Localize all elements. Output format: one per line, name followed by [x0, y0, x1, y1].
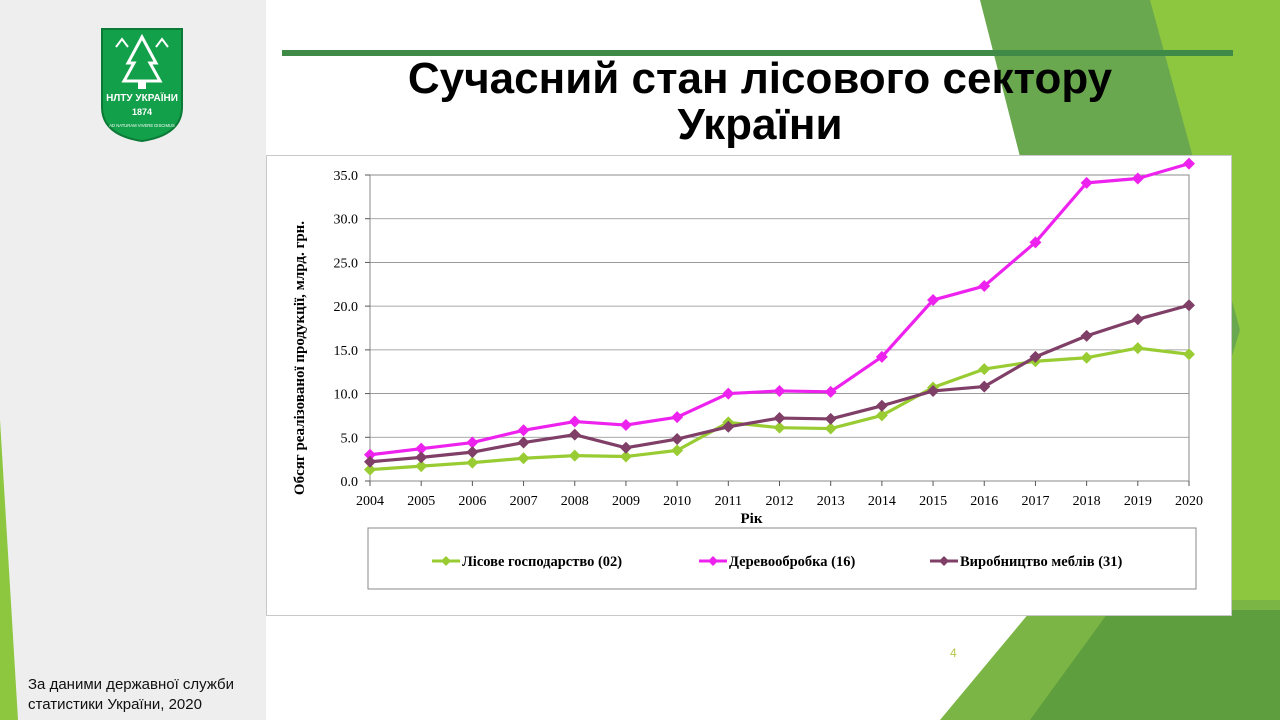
data-point: [1080, 176, 1093, 189]
data-point: [824, 412, 837, 425]
x-tick-label: 2013: [817, 494, 845, 509]
data-point: [1183, 348, 1195, 361]
logo-motto: AD NATURAM VIVERE DISCIMUS: [109, 123, 175, 128]
x-tick-label: 2012: [766, 494, 794, 509]
x-tick-label: 2009: [612, 494, 640, 509]
plot-area: [369, 174, 1190, 482]
data-point: [927, 384, 940, 397]
logo-text: НЛТУ УКРАЇНИ: [106, 91, 178, 104]
data-point: [978, 280, 991, 293]
data-point: [364, 463, 376, 476]
data-point: [671, 433, 684, 446]
data-point: [415, 460, 428, 473]
x-tick-label: 2007: [510, 494, 538, 509]
y-tick-label: 20.0: [334, 300, 359, 315]
data-point: [927, 294, 940, 307]
legend-box: [367, 527, 1197, 590]
x-tick-label: 2020: [1175, 494, 1203, 509]
legend-swatch-marker: [441, 556, 451, 566]
bg-shape-light-green: [1120, 0, 1280, 720]
y-tick-label: 15.0: [334, 344, 359, 359]
data-point: [619, 450, 632, 463]
university-logo: НЛТУ УКРАЇНИ 1874 AD NATURAM VIVERE DISC…: [101, 28, 183, 143]
data-point: [517, 452, 530, 465]
data-point: [364, 455, 376, 468]
data-point: [824, 385, 837, 398]
data-point: [1029, 236, 1042, 249]
left-panel-accent: [0, 420, 18, 720]
bg-shape-bottom-dark: [1030, 610, 1280, 720]
data-point: [773, 421, 786, 434]
x-tick-label: 2019: [1124, 494, 1152, 509]
y-axis-label: Обсяг реалізованої продукції, млрд. грн.: [292, 221, 308, 495]
data-point: [875, 399, 888, 412]
data-point: [773, 384, 786, 397]
data-point: [1029, 350, 1042, 363]
data-point: [722, 387, 735, 400]
x-tick-label: 2008: [561, 494, 589, 509]
slide-number: 4: [950, 646, 957, 660]
y-tick-label: 30.0: [334, 213, 359, 228]
line-chart: 0.0 5.0 10.0 15.0 20.0 25.0 30.0 35.0 2004 2005 20…: [292, 157, 1203, 590]
page-title: Сучасний стан лісового сектору України: [407, 54, 1113, 149]
data-point: [1131, 342, 1144, 355]
legend-label: Лісове господарство (02): [462, 554, 622, 570]
data-point: [1131, 313, 1144, 326]
data-point: [722, 420, 735, 433]
data-point: [875, 350, 888, 363]
data-point: [1131, 172, 1144, 185]
legend-label: Деревообробка (16): [729, 554, 855, 570]
data-point: [517, 424, 530, 437]
source-note: За даними державної служби статистики Ук…: [28, 676, 235, 713]
x-tick-label: 2015: [919, 494, 947, 509]
legend-label: Виробництво меблів (31): [960, 554, 1123, 570]
data-point: [415, 451, 428, 464]
data-point: [978, 363, 991, 376]
legend-swatch-marker: [939, 556, 949, 566]
data-point: [773, 412, 786, 425]
y-tick-label: 25.0: [334, 256, 359, 271]
data-point: [1183, 157, 1195, 170]
data-point: [875, 409, 888, 422]
x-axis-label: Рік: [741, 511, 763, 527]
data-point: [364, 448, 376, 461]
y-tick-label: 10.0: [334, 388, 359, 403]
x-tick-label: 2011: [715, 494, 742, 509]
x-tick-label: 2018: [1073, 494, 1101, 509]
data-point: [1080, 351, 1093, 364]
data-point: [619, 441, 632, 454]
data-point: [415, 442, 428, 455]
data-point: [824, 422, 837, 435]
title-rule: [282, 50, 1233, 56]
y-tick-label: 0.0: [341, 475, 359, 490]
data-point: [619, 419, 632, 432]
x-tick-label: 2017: [1021, 494, 1049, 509]
x-tick-label: 2006: [458, 494, 486, 509]
data-point: [568, 428, 581, 441]
x-tick-label: 2005: [407, 494, 435, 509]
data-point: [978, 380, 991, 393]
data-point: [568, 415, 581, 428]
chart-frame: 0.0 5.0 10.0 15.0 20.0 25.0 30.0 35.0 2004 2005 20…: [266, 155, 1232, 616]
y-tick-label: 35.0: [334, 169, 359, 184]
x-tick-label: 2004: [356, 494, 384, 509]
data-point: [1080, 329, 1093, 342]
data-point: [466, 446, 479, 459]
data-point: [517, 436, 530, 449]
data-point: [568, 449, 581, 462]
x-tick-label: 2010: [663, 494, 691, 509]
x-tick-label: 2014: [868, 494, 896, 509]
data-point: [1183, 299, 1195, 312]
x-tick-label: 2016: [970, 494, 998, 509]
legend-swatch-marker: [708, 556, 718, 566]
data-point: [671, 411, 684, 424]
y-tick-label: 5.0: [341, 431, 359, 446]
logo-year: 1874: [132, 107, 152, 117]
data-point: [466, 436, 479, 449]
data-point: [466, 456, 479, 469]
data-point: [671, 444, 684, 457]
